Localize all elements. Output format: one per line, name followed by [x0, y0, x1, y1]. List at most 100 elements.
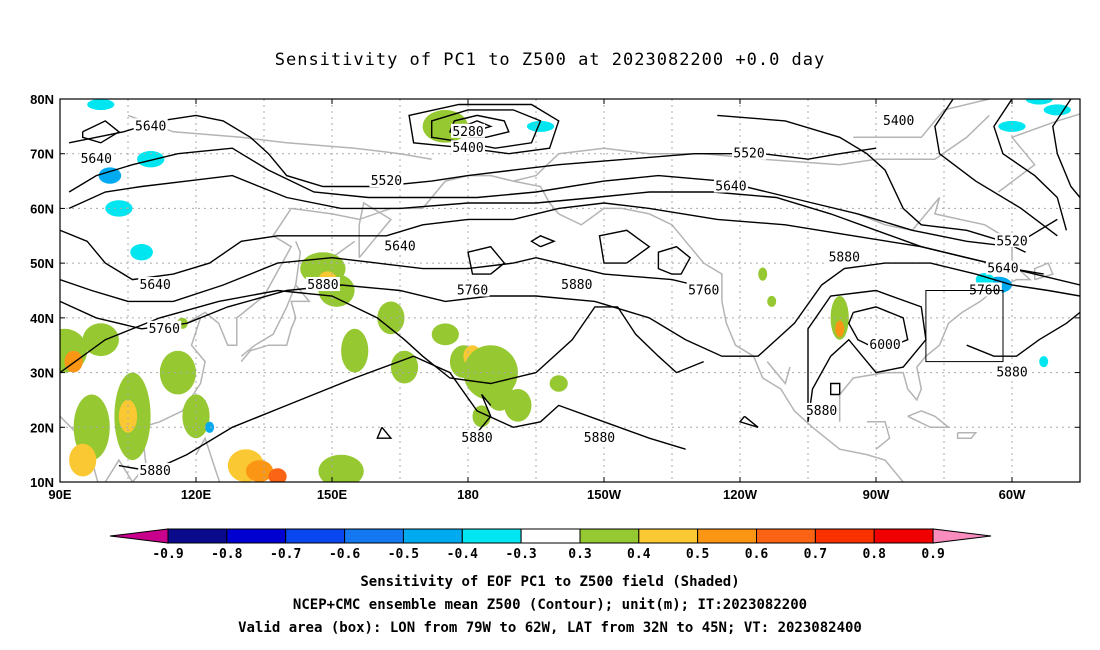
colorbar-tick-label: 0.8 [862, 547, 886, 562]
shading-blob-26 [463, 345, 518, 400]
contour-label-bg [451, 140, 485, 155]
lon-tick-label: 120W [723, 487, 758, 502]
colorbar-box [226, 528, 287, 544]
lat-tick-label: 40N [30, 311, 54, 326]
lat-tick-label: 50N [30, 256, 54, 271]
colorbar-tick-label: -0.6 [329, 547, 360, 562]
contour-label: 5640 [384, 240, 415, 255]
shading-blob-32 [767, 295, 777, 307]
coastline-12 [294, 241, 302, 286]
contour-label: 5880 [561, 278, 592, 293]
contour-line-11 [68, 174, 1044, 275]
colorbar-box [344, 528, 405, 544]
coastline-4 [766, 361, 791, 386]
colorbar-box [873, 528, 934, 544]
lat-tick-label: 10N [30, 475, 54, 490]
contour-label-bg [133, 118, 168, 133]
contour-label: 5640 [81, 152, 112, 167]
lon-tick-label: 90E [48, 487, 71, 502]
contour-label-bg [369, 173, 404, 188]
colorbar-tick-label: -0.5 [388, 547, 419, 562]
colorbar-box [697, 528, 757, 544]
plot-frame [59, 98, 1081, 483]
contour-label-bg [451, 123, 485, 138]
shading-blob-23 [504, 389, 532, 422]
shading-blob-43 [998, 120, 1026, 132]
contour-line-17 [408, 103, 560, 155]
colorbar-box [638, 528, 699, 544]
contour-label-bg [804, 402, 839, 417]
contour-label-bg [138, 463, 173, 478]
lat-lon-grid [60, 99, 1080, 482]
lat-tick-label: 20N [30, 420, 54, 435]
shading-blob-46 [1039, 356, 1049, 368]
colorbar-tick-label: -0.7 [270, 547, 301, 562]
colorbar-box [402, 528, 463, 544]
lat-tick-label: 70N [30, 147, 54, 162]
contour-label: 5760 [149, 322, 180, 337]
contour-label: 5880 [996, 366, 1027, 381]
shading-blob-30 [835, 320, 845, 337]
contour-label-bg [827, 249, 862, 264]
contour-label: 5640 [715, 180, 746, 195]
contour-label-bg [455, 282, 490, 297]
coastline-13 [997, 113, 1080, 193]
colorbar-tick-label: 0.4 [627, 547, 651, 562]
shading-blob-6 [69, 443, 97, 477]
contour-label-bg [79, 151, 114, 166]
contour-line-0 [60, 202, 1080, 286]
colorbar-tick-label: 0.3 [568, 547, 591, 562]
colorbar-box [756, 528, 816, 544]
contour-line-22 [738, 415, 759, 428]
contour-label-bg [967, 282, 1002, 297]
contour-label-bg [460, 430, 495, 445]
colorbar-tick-label: -0.3 [505, 547, 536, 562]
colorbar-left-triangle [109, 528, 169, 544]
axis-ticks: 90E 120E 150E 180 150W 120W 90W 60W 80N 70N 60N 50N… [30, 92, 1080, 502]
caption-line-2: NCEP+CMC ensemble mean Z500 (Contour); u… [292, 597, 808, 613]
shading-blob-29 [830, 296, 849, 340]
shading-blob-16 [341, 328, 369, 373]
shading-blob-28 [191, 405, 210, 428]
coastline-6 [866, 421, 891, 450]
lon-tick-label: 60W [999, 487, 1026, 502]
contour-label-bg [732, 145, 767, 160]
contour-label: 5760 [688, 284, 719, 299]
shading-blob-35 [137, 151, 165, 168]
coastline-3 [513, 180, 905, 482]
contour-label-bg [881, 112, 916, 127]
contour-label: 5880 [829, 251, 860, 266]
colorbar-tick-label: -0.8 [211, 547, 242, 562]
lon-tick-label: 180 [457, 487, 479, 502]
colorbar-tick-label: 0.5 [686, 547, 709, 562]
contour-label-bg [147, 320, 182, 335]
colorbar-tick-label: -0.4 [447, 547, 478, 562]
contour-label: 5640 [987, 262, 1018, 277]
contour-line-1 [60, 256, 718, 303]
contour-label-bg [686, 282, 721, 297]
colorbar-tick-label: 0.6 [745, 547, 769, 562]
contour-line-20 [657, 245, 691, 275]
contour-label-bg [985, 260, 1020, 275]
contour-line-25 [993, 99, 1068, 231]
contour-label-bg [305, 277, 340, 292]
coastline-8 [956, 432, 978, 439]
contour-line-14 [431, 109, 542, 149]
contour-label: 5400 [883, 114, 914, 129]
shading-blob-1 [64, 350, 83, 373]
contour-line-3 [60, 289, 704, 385]
colorbar-right-triangle [932, 528, 992, 544]
colorbar-tick-label: 0.9 [921, 547, 944, 562]
contour-line-6 [966, 311, 1080, 357]
contour-label: 5880 [140, 464, 171, 479]
contour-label-bg [559, 277, 594, 292]
shading-blob-38 [526, 120, 555, 132]
shading-blob-25 [549, 375, 568, 392]
colorbar-box [520, 528, 581, 544]
colorbar: -0.9 -0.8 -0.7 -0.6 -0.5 -0.4 -0.3 0.3 0.4 0.5 0.6… [109, 528, 992, 562]
contour-label-bg [138, 277, 173, 292]
contour-label: 5880 [307, 278, 338, 293]
colorbar-box [285, 528, 346, 544]
